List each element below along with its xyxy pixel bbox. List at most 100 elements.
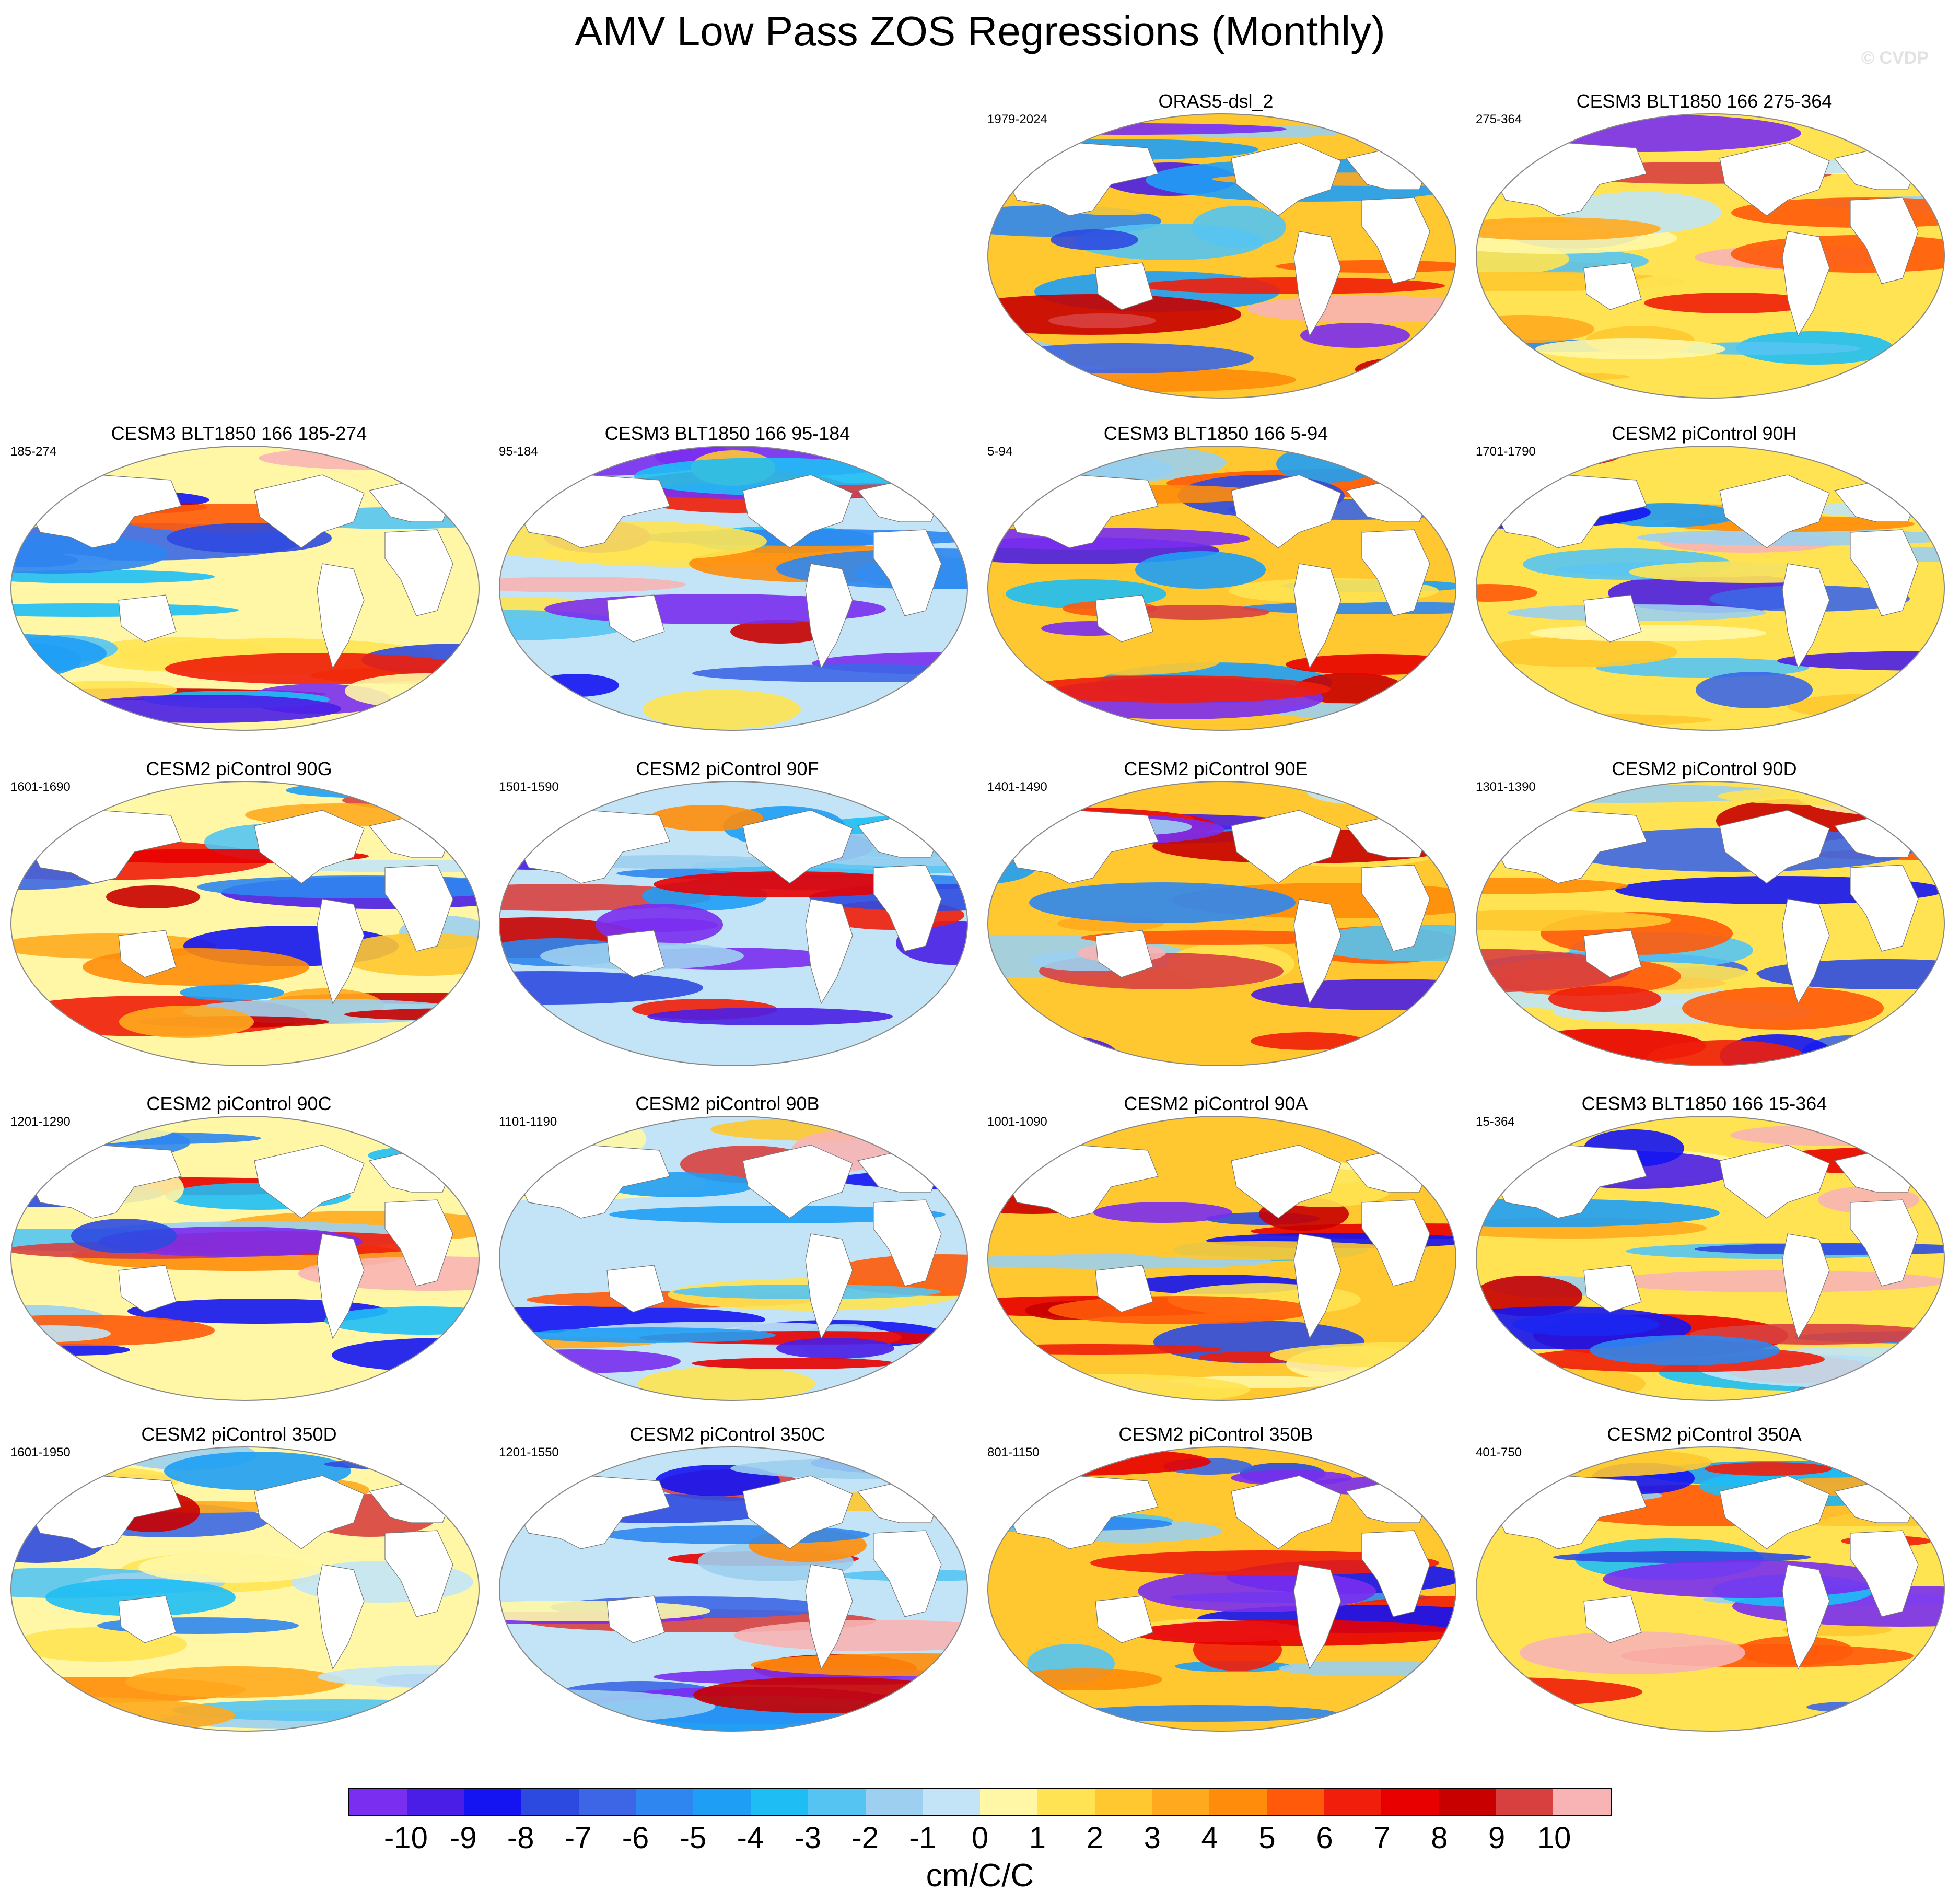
panel-title: CESM3 BLT1850 166 15-364 (1581, 1093, 1827, 1114)
map-panel: CESM2 piControl 350C 1201-1550 (488, 1423, 968, 1737)
colorbar-units: cm/C/C (926, 1858, 1034, 1894)
panel-year-range: 801-1150 (987, 1445, 1040, 1460)
colorbar (348, 1788, 1612, 1816)
colorbar-tick-label: 10 (1537, 1821, 1571, 1855)
colorbar-tick-label: -1 (909, 1821, 936, 1855)
panel-year-range: 401-750 (1476, 1445, 1522, 1460)
panel-title: CESM2 piControl 90D (1612, 758, 1797, 779)
map-panel: CESM3 BLT1850 166 5-94 5-94 (977, 423, 1456, 736)
panel-year-range: 275-364 (1476, 112, 1522, 126)
regression-map (1476, 113, 1945, 399)
colorbar-swatch (808, 1789, 866, 1815)
page-title: AMV Low Pass ZOS Regressions (Monthly) (575, 8, 1385, 54)
colorbar-tick-label: 1 (1029, 1821, 1046, 1855)
map-panel: CESM2 piControl 90G 1601-1690 (0, 758, 480, 1071)
panel-title: CESM2 piControl 350C (629, 1423, 825, 1445)
colorbar-tick-label: -10 (383, 1821, 428, 1855)
colorbar-swatch (406, 1789, 464, 1815)
panel-title: CESM2 piControl 90G (146, 758, 332, 779)
panel-title: CESM2 piControl 90F (636, 758, 819, 779)
regression-map (987, 781, 1456, 1066)
panel-year-range: 1101-1190 (499, 1115, 557, 1129)
panel-year-range: 15-364 (1476, 1115, 1515, 1129)
colorbar-swatch (693, 1789, 751, 1815)
map-panel: CESM3 BLT1850 166 275-364 275-364 (1465, 90, 1945, 404)
regression-map (987, 113, 1456, 399)
colorbar-tick-label: -3 (794, 1821, 822, 1855)
colorbar-tick-label: 4 (1201, 1821, 1218, 1855)
panel-title: CESM3 BLT1850 166 275-364 (1576, 90, 1833, 112)
panel-year-range: 5-94 (987, 445, 1013, 459)
colorbar-tick-label: 9 (1488, 1821, 1506, 1855)
panel-title: ORAS5-dsl_2 (1158, 90, 1274, 112)
colorbar-tick-label: 8 (1431, 1821, 1448, 1855)
colorbar-swatch (865, 1789, 923, 1815)
regression-map (1476, 1446, 1945, 1732)
colorbar-tick-label: 7 (1373, 1821, 1391, 1855)
panel-year-range: 1701-1790 (1476, 445, 1536, 459)
panel-year-range: 1301-1390 (1476, 780, 1536, 794)
map-panel: CESM2 piControl 90D 1301-1390 (1465, 758, 1945, 1071)
map-panel: CESM3 BLT1850 166 95-184 95-184 (488, 423, 968, 736)
colorbar-tick-label: -4 (737, 1821, 764, 1855)
panel-year-range: 1401-1490 (987, 780, 1047, 794)
colorbar-swatch (1266, 1789, 1324, 1815)
regression-map (10, 781, 480, 1066)
panel-title: CESM3 BLT1850 166 185-274 (111, 423, 367, 444)
colorbar-swatch (1037, 1789, 1095, 1815)
panel-title: CESM2 piControl 90A (1124, 1093, 1308, 1114)
colorbar-tick-label: 2 (1086, 1821, 1103, 1855)
panel-year-range: 1979-2024 (987, 112, 1047, 126)
map-panel: CESM2 piControl 350A 401-750 (1465, 1423, 1945, 1737)
colorbar-swatch (751, 1789, 808, 1815)
panel-title: CESM2 piControl 90B (635, 1093, 820, 1114)
map-panel: CESM2 piControl 90B 1101-1190 (488, 1093, 968, 1406)
colorbar-swatch (1438, 1789, 1496, 1815)
colorbar-swatch (1553, 1789, 1611, 1815)
colorbar-tick-label: 0 (971, 1821, 989, 1855)
colorbar-tick-label: 3 (1144, 1821, 1161, 1855)
panel-year-range: 1601-1950 (10, 1445, 71, 1460)
regression-map (1476, 781, 1945, 1066)
colorbar-tick-label: -6 (622, 1821, 649, 1855)
map-panel: CESM3 BLT1850 166 15-364 15-364 (1465, 1093, 1945, 1406)
map-panel: CESM2 piControl 90F 1501-1590 (488, 758, 968, 1071)
regression-map (987, 446, 1456, 731)
colorbar-tick-label: -8 (507, 1821, 534, 1855)
panel-year-range: 185-274 (10, 445, 57, 459)
colorbar-swatch (521, 1789, 579, 1815)
regression-map (987, 1116, 1456, 1401)
regression-map (499, 446, 968, 731)
regression-map (10, 1116, 480, 1401)
regression-map (1476, 1116, 1945, 1401)
panel-year-range: 1501-1590 (499, 780, 559, 794)
colorbar-swatch (1094, 1789, 1152, 1815)
panel-title: CESM2 piControl 90E (1124, 758, 1308, 779)
panel-year-range: 1201-1550 (499, 1445, 559, 1460)
colorbar-swatch (1209, 1789, 1267, 1815)
colorbar-swatch (923, 1789, 981, 1815)
colorbar-swatch (349, 1789, 407, 1815)
map-panel: ORAS5-dsl_2 1979-2024 (977, 90, 1456, 404)
colorbar-tick-label: -5 (679, 1821, 707, 1855)
colorbar-tick-label: -9 (450, 1821, 477, 1855)
panel-year-range: 1601-1690 (10, 780, 71, 794)
panel-title: CESM2 piControl 350A (1607, 1423, 1802, 1445)
colorbar-swatch (464, 1789, 522, 1815)
panel-title: CESM2 piControl 350D (141, 1423, 337, 1445)
map-panel: CESM3 BLT1850 166 185-274 185-274 (0, 423, 480, 736)
panel-title: CESM3 BLT1850 166 95-184 (604, 423, 850, 444)
colorbar-swatch (1381, 1789, 1439, 1815)
map-panel: CESM2 piControl 350D 1601-1950 (0, 1423, 480, 1737)
panel-title: CESM2 piControl 90H (1612, 423, 1797, 444)
regression-map (499, 1116, 968, 1401)
map-panel: CESM2 piControl 90C 1201-1290 (0, 1093, 480, 1406)
panel-title: CESM3 BLT1850 166 5-94 (1103, 423, 1328, 444)
panel-title: CESM2 piControl 350B (1118, 1423, 1313, 1445)
colorbar-tick-label: -2 (851, 1821, 879, 1855)
colorbar-swatch (1496, 1789, 1554, 1815)
colorbar-swatch (1152, 1789, 1210, 1815)
panel-year-range: 1001-1090 (987, 1115, 1047, 1129)
colorbar-tick-label: -7 (564, 1821, 592, 1855)
panel-year-range: 95-184 (499, 445, 538, 459)
